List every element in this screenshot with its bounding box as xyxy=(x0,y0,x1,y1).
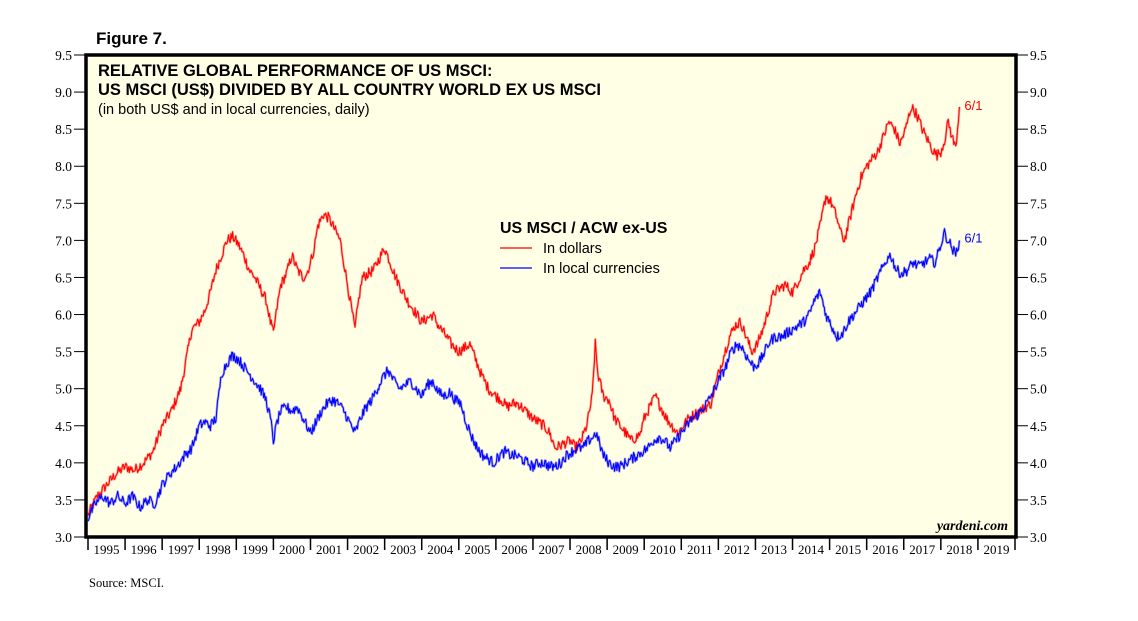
legend-label-local: In local currencies xyxy=(543,261,660,277)
legend: US MSCI / ACW ex-US In dollars In local … xyxy=(500,220,668,277)
x-axis: 1995 1996 1997 1998 1999 2000 2001 2002 2003 2004… xyxy=(87,537,1016,557)
chart-title: RELATIVE GLOBAL PERFORMANCE OF US MSCI: xyxy=(98,62,492,80)
x-tick-label: 2007 xyxy=(539,542,566,557)
y-tick-label-left: 9.0 xyxy=(55,85,72,100)
x-tick-label: 2009 xyxy=(613,542,639,557)
chart-title-line2: US MSCI (US$) DIVIDED BY ALL COUNTRY WOR… xyxy=(98,81,601,99)
y-tick-label-right: 6.0 xyxy=(1030,308,1047,323)
y-tick-label-right: 9.0 xyxy=(1030,85,1047,100)
legend-label-dollars: In dollars xyxy=(543,241,602,257)
x-tick-label: 1995 xyxy=(94,542,120,557)
y-tick-label-left: 3.0 xyxy=(55,530,72,545)
source-note: Source: MSCI. xyxy=(89,576,164,590)
y-tick-label-left: 4.5 xyxy=(55,419,72,434)
y-axis-right: 3.0 3.5 4.0 4.5 5.0 5.5 6.0 6.5 7.0 7.5 8.0 8.5 9.0 9… xyxy=(1016,48,1047,545)
y-tick-label-right: 3.5 xyxy=(1030,493,1047,508)
watermark: yardeni.com xyxy=(935,519,1008,534)
y-tick-label-right: 5.0 xyxy=(1030,382,1047,397)
y-tick-label-left: 9.5 xyxy=(55,48,72,63)
series-line-dollars xyxy=(87,104,960,516)
x-tick-label: 2000 xyxy=(279,542,305,557)
y-tick-label-left: 7.0 xyxy=(55,233,72,248)
y-tick-label-left: 5.0 xyxy=(55,382,72,397)
plot-frame xyxy=(84,53,1018,539)
y-tick-label-left: 8.0 xyxy=(55,159,72,174)
x-tick-label: 2001 xyxy=(316,542,342,557)
x-tick-label: 2011 xyxy=(687,542,713,557)
x-tick-label: 1996 xyxy=(131,542,158,557)
y-tick-label-left: 8.5 xyxy=(55,122,72,137)
x-tick-label: 2004 xyxy=(427,542,454,557)
x-tick-label: 1998 xyxy=(205,542,231,557)
y-tick-label-right: 4.5 xyxy=(1030,419,1047,434)
y-tick-label-left: 3.5 xyxy=(55,493,72,508)
y-tick-label-right: 7.0 xyxy=(1030,233,1047,248)
y-tick-label-right: 8.5 xyxy=(1030,122,1047,137)
legend-title: US MSCI / ACW ex-US xyxy=(500,220,668,237)
y-axis-left: 3.0 3.5 4.0 4.5 5.0 5.5 6.0 6.5 7.0 7.5 8.0 8.5 9.0 9… xyxy=(55,48,86,545)
y-tick-label-left: 6.5 xyxy=(55,270,72,285)
y-tick-label-right: 6.5 xyxy=(1030,270,1047,285)
figure-label: Figure 7. xyxy=(96,29,167,48)
x-tick-label: 2005 xyxy=(464,542,490,557)
x-tick-label: 2003 xyxy=(390,542,416,557)
y-tick-label-left: 4.0 xyxy=(55,456,72,471)
x-tick-label: 2002 xyxy=(353,542,379,557)
x-tick-label: 2012 xyxy=(724,542,750,557)
y-tick-label-right: 9.5 xyxy=(1030,48,1047,63)
x-tick-label: 2010 xyxy=(650,542,676,557)
x-tick-label: 2006 xyxy=(501,542,528,557)
y-tick-label-right: 4.0 xyxy=(1030,456,1047,471)
x-tick-label: 1997 xyxy=(168,542,195,557)
y-tick-label-left: 5.5 xyxy=(55,345,72,360)
y-tick-label-left: 6.0 xyxy=(55,308,72,323)
chart-subtitle: (in both US$ and in local currencies, da… xyxy=(98,102,370,118)
x-tick-label: 2019 xyxy=(983,542,1009,557)
end-label-local: 6/1 xyxy=(964,230,982,245)
x-tick-label: 1999 xyxy=(242,542,268,557)
series-line-local xyxy=(87,228,960,522)
end-label-dollars: 6/1 xyxy=(964,98,982,113)
x-tick-label: 2018 xyxy=(946,542,972,557)
y-tick-label-left: 7.5 xyxy=(55,196,72,211)
x-tick-label: 2013 xyxy=(761,542,787,557)
x-tick-label: 2017 xyxy=(909,542,936,557)
y-tick-label-right: 8.0 xyxy=(1030,159,1047,174)
y-tick-label-right: 7.5 xyxy=(1030,196,1047,211)
x-tick-label: 2008 xyxy=(576,542,602,557)
x-tick-label: 2015 xyxy=(835,542,861,557)
x-tick-label: 2016 xyxy=(872,542,899,557)
y-tick-label-right: 3.0 xyxy=(1030,530,1047,545)
x-tick-label: 2014 xyxy=(798,542,825,557)
y-tick-label-right: 5.5 xyxy=(1030,345,1047,360)
plot-area xyxy=(86,55,1016,537)
series-layer xyxy=(86,103,961,522)
